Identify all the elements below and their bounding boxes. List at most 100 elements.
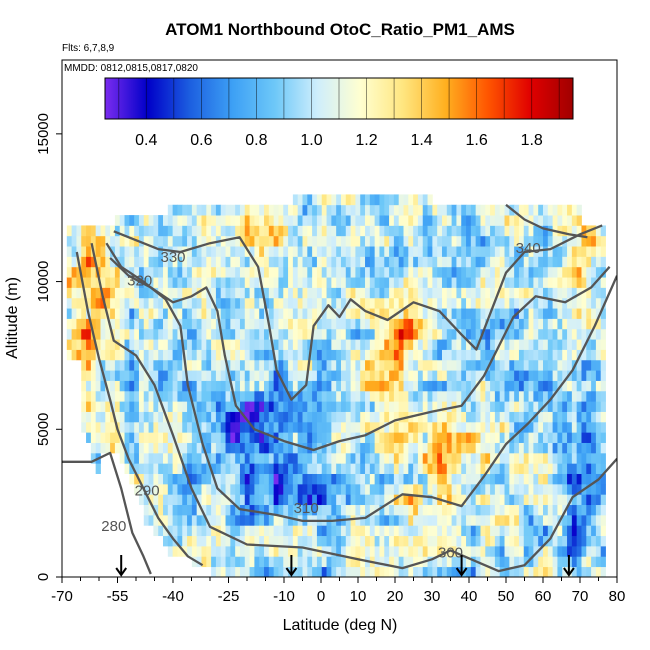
heatmap-cell xyxy=(552,308,558,319)
heatmap-cell xyxy=(543,535,549,547)
heatmap-cell xyxy=(215,463,222,474)
heatmap-cell xyxy=(326,566,332,577)
heatmap-cell xyxy=(119,266,125,278)
heatmap-cell xyxy=(543,328,549,340)
heatmap-cell xyxy=(360,194,366,206)
heatmap-cell xyxy=(86,328,92,340)
heatmap-cell xyxy=(321,339,327,350)
heatmap-cell xyxy=(427,328,433,340)
heatmap-cell xyxy=(86,390,92,402)
heatmap-cell xyxy=(220,442,226,454)
heatmap-cell xyxy=(350,266,356,278)
heatmap-cell xyxy=(586,411,592,423)
heatmap-cell xyxy=(182,204,188,216)
heatmap-cell xyxy=(403,277,409,288)
heatmap-cell xyxy=(552,204,558,216)
heatmap-cell xyxy=(172,525,178,537)
heatmap-cell xyxy=(389,401,395,412)
heatmap-cell xyxy=(413,380,419,392)
heatmap-cell xyxy=(557,349,563,361)
heatmap-cell xyxy=(437,390,443,402)
heatmap-cell xyxy=(153,277,159,288)
heatmap-cell xyxy=(365,504,371,516)
heatmap-cell xyxy=(336,473,342,485)
heatmap-cell xyxy=(259,525,265,537)
heatmap-cell xyxy=(538,359,544,371)
heatmap-cell xyxy=(547,215,554,226)
heatmap-cell xyxy=(268,370,275,381)
heatmap-cell xyxy=(432,566,438,577)
heatmap-cell xyxy=(259,297,265,309)
heatmap-cell xyxy=(124,359,130,371)
heatmap-cell xyxy=(336,277,342,288)
heatmap-cell xyxy=(557,432,563,443)
heatmap-cell xyxy=(340,308,347,319)
heatmap-cell xyxy=(90,432,97,443)
heatmap-cell xyxy=(571,339,578,350)
heatmap-cell xyxy=(427,545,433,557)
x-tick-label: -25 xyxy=(218,588,240,605)
heatmap-cell xyxy=(514,380,520,392)
heatmap-cell xyxy=(461,297,467,309)
heatmap-cell xyxy=(254,421,260,433)
heatmap-cell xyxy=(398,328,404,340)
heatmap-cell xyxy=(148,225,154,237)
heatmap-cell xyxy=(355,401,361,412)
heatmap-cell xyxy=(244,297,250,309)
heatmap-cell xyxy=(446,442,453,454)
heatmap-cell xyxy=(528,215,534,226)
heatmap-cell xyxy=(355,514,361,526)
heatmap-cell xyxy=(417,483,424,495)
heatmap-cell xyxy=(187,370,193,381)
heatmap-cell xyxy=(340,390,347,402)
heatmap-cell xyxy=(571,277,578,288)
heatmap-cell xyxy=(485,442,491,454)
heatmap-cell xyxy=(215,545,222,557)
heatmap-cell xyxy=(239,411,246,423)
heatmap-cell xyxy=(235,421,241,433)
heatmap-cell xyxy=(268,473,275,485)
heatmap-cell xyxy=(567,297,573,309)
heatmap-cell xyxy=(417,266,424,278)
heatmap-cell xyxy=(350,277,356,288)
heatmap-cell xyxy=(456,246,462,257)
heatmap-cell xyxy=(413,421,419,433)
heatmap-cell xyxy=(451,390,457,402)
heatmap-cell xyxy=(595,359,602,371)
heatmap-cell xyxy=(369,514,376,526)
heatmap-cell xyxy=(441,235,448,247)
heatmap-cell xyxy=(340,432,347,443)
heatmap-cell xyxy=(283,287,289,299)
heatmap-cell xyxy=(230,380,236,392)
heatmap-cell xyxy=(129,452,135,464)
heatmap-cell xyxy=(518,328,525,340)
heatmap-cell xyxy=(129,339,135,350)
heatmap-cell xyxy=(239,483,246,495)
heatmap-cell xyxy=(119,225,125,237)
heatmap-cell xyxy=(538,225,544,237)
heatmap-cell xyxy=(76,349,82,361)
heatmap-cell xyxy=(586,504,592,516)
heatmap-cell xyxy=(206,215,212,226)
heatmap-cell xyxy=(326,463,332,474)
heatmap-cell xyxy=(374,235,380,247)
heatmap-cell xyxy=(331,421,337,433)
heatmap-cell xyxy=(321,452,327,464)
heatmap-cell xyxy=(153,359,159,371)
heatmap-cell xyxy=(504,411,510,423)
heatmap-cell xyxy=(384,349,390,361)
heatmap-cell xyxy=(86,339,92,350)
heatmap-cell xyxy=(446,556,453,568)
heatmap-cell xyxy=(446,514,453,526)
heatmap-cell xyxy=(369,504,376,516)
heatmap-cell xyxy=(225,380,231,392)
heatmap-cell xyxy=(316,494,323,506)
heatmap-cell xyxy=(196,432,202,443)
colorbar-tick-label: 1.2 xyxy=(355,132,377,149)
heatmap-cell xyxy=(302,545,308,557)
heatmap-cell xyxy=(283,225,289,237)
heatmap-cell xyxy=(350,359,356,371)
heatmap-cell xyxy=(379,463,385,474)
heatmap-cell xyxy=(393,318,400,330)
